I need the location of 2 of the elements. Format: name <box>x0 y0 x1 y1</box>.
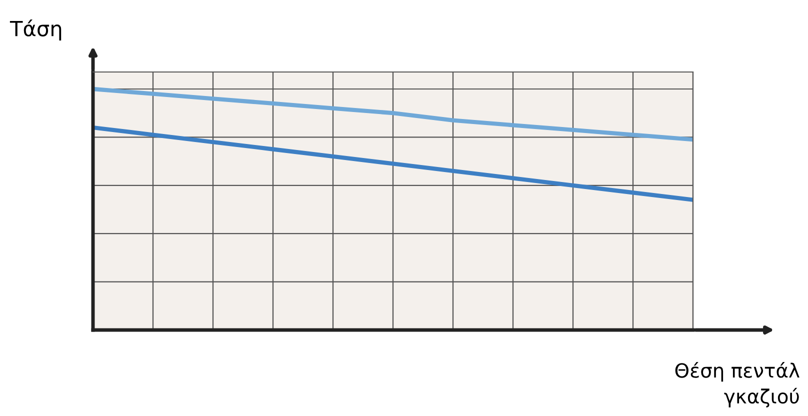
x-axis-title: Θέση πεντάλ γκαζιού <box>675 362 800 408</box>
y-axis-title: Τάση <box>10 20 62 40</box>
